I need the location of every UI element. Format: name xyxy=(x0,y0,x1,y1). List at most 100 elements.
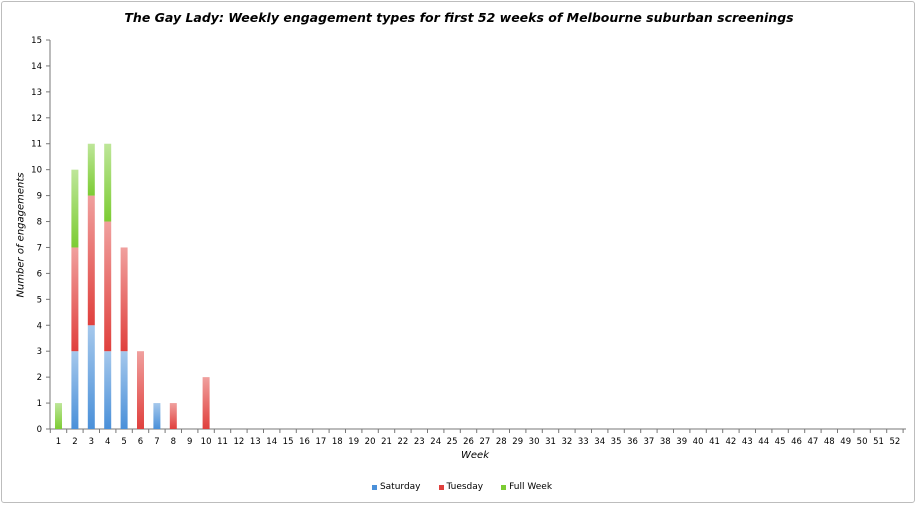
x-tick-label: 51 xyxy=(873,437,884,447)
bar-full-week xyxy=(55,403,62,429)
x-tick-label: 16 xyxy=(299,437,310,447)
x-tick-label: 50 xyxy=(857,437,868,447)
x-tick-label: 8 xyxy=(171,437,176,447)
x-tick-label: 10 xyxy=(201,437,212,447)
x-tick-label: 28 xyxy=(496,437,507,447)
x-tick-label: 34 xyxy=(594,437,605,447)
x-tick-label: 19 xyxy=(348,437,359,447)
x-tick-label: 33 xyxy=(578,437,589,447)
x-tick-label: 46 xyxy=(791,437,802,447)
x-tick-label: 37 xyxy=(643,437,654,447)
bar-tuesday xyxy=(87,195,95,326)
x-tick-label: 21 xyxy=(381,437,392,447)
x-tick-label: 36 xyxy=(627,437,638,447)
legend-item: Tuesday xyxy=(433,482,484,492)
x-tick-label: 42 xyxy=(725,437,736,447)
y-tick-label: 15 xyxy=(31,36,42,46)
x-tick-label: 15 xyxy=(283,437,294,447)
x-tick-label: 29 xyxy=(512,437,523,447)
x-tick-label: 5 xyxy=(121,437,126,447)
x-tick-label: 4 xyxy=(105,437,110,447)
x-tick-label: 11 xyxy=(217,437,228,447)
x-tick-label: 14 xyxy=(266,437,277,447)
x-axis-label: Week xyxy=(461,450,489,461)
legend-item: Full Week xyxy=(495,482,552,492)
x-tick-label: 49 xyxy=(840,437,851,447)
bar-full-week xyxy=(104,143,112,222)
chart-title: The Gay Lady: Weekly engagement types fo… xyxy=(124,10,794,25)
bar-tuesday xyxy=(71,247,79,352)
x-tick-label: 45 xyxy=(775,437,786,447)
bar-saturday xyxy=(87,325,95,429)
x-tick-label: 31 xyxy=(545,437,556,447)
bar-saturday xyxy=(71,351,79,429)
y-tick-label: 5 xyxy=(37,295,42,305)
y-tick-label: 1 xyxy=(37,399,42,409)
x-tick-label: 13 xyxy=(250,437,261,447)
x-tick-label: 32 xyxy=(561,437,572,447)
bar-tuesday xyxy=(137,351,144,429)
bar-tuesday xyxy=(104,221,112,352)
y-tick-label: 11 xyxy=(31,140,42,150)
x-tick-label: 26 xyxy=(463,437,474,447)
x-tick-label: 48 xyxy=(824,437,835,447)
x-tick-label: 7 xyxy=(154,437,159,447)
legend-swatch xyxy=(371,484,377,490)
x-tick-label: 43 xyxy=(742,437,753,447)
y-tick-label: 0 xyxy=(37,425,42,435)
bar-tuesday xyxy=(169,403,177,429)
x-tick-label: 24 xyxy=(430,437,441,447)
y-tick-label: 12 xyxy=(31,114,42,124)
x-tick-label: 22 xyxy=(397,437,408,447)
x-tick-label: 47 xyxy=(807,437,818,447)
y-tick-label: 4 xyxy=(37,321,42,331)
x-tick-label: 3 xyxy=(89,437,94,447)
y-tick-label: 9 xyxy=(37,192,42,202)
x-tick-label: 12 xyxy=(233,437,244,447)
x-tick-label: 17 xyxy=(315,437,326,447)
x-tick-label: 39 xyxy=(676,437,687,447)
x-tick-label: 9 xyxy=(187,437,192,447)
x-tick-label: 18 xyxy=(332,437,343,447)
x-tick-label: 25 xyxy=(447,437,458,447)
legend-swatch xyxy=(501,484,507,490)
bar-tuesday xyxy=(120,247,128,352)
y-tick-label: 13 xyxy=(31,88,42,98)
x-tick-label: 23 xyxy=(414,437,425,447)
x-tick-label: 35 xyxy=(611,437,622,447)
y-tick-label: 6 xyxy=(37,269,42,279)
x-tick-label: 20 xyxy=(365,437,376,447)
x-tick-label: 27 xyxy=(479,437,490,447)
y-tick-label: 8 xyxy=(37,218,42,228)
axes xyxy=(46,39,906,433)
x-tick-label: 40 xyxy=(693,437,704,447)
legend-item: Saturday xyxy=(366,482,421,492)
x-tick-label: 2 xyxy=(72,437,77,447)
legend-swatch xyxy=(438,484,444,490)
legend-label: Tuesday xyxy=(446,482,484,492)
bar-full-week xyxy=(87,143,95,196)
x-tick-label: 38 xyxy=(660,437,671,447)
bar-tuesday xyxy=(202,377,210,429)
y-tick-label: 10 xyxy=(31,166,42,176)
y-tick-label: 2 xyxy=(37,373,42,383)
legend-label: Saturday xyxy=(379,482,421,492)
y-tick-label: 14 xyxy=(31,62,42,72)
y-tick-label: 3 xyxy=(37,347,42,357)
legend: Saturday Tuesday Full Week xyxy=(0,482,918,492)
x-tick-label: 6 xyxy=(138,437,143,447)
x-tick-label: 1 xyxy=(56,437,61,447)
bar-saturday xyxy=(120,351,128,429)
bar-saturday xyxy=(104,351,112,429)
x-tick-label: 41 xyxy=(709,437,720,447)
bars xyxy=(55,143,210,429)
x-tick-label: 52 xyxy=(889,437,900,447)
legend-label: Full Week xyxy=(509,482,553,492)
bar-saturday xyxy=(153,403,161,429)
y-tick-label: 7 xyxy=(37,243,42,253)
bar-full-week xyxy=(71,169,79,248)
x-tick-label: 44 xyxy=(758,437,769,447)
